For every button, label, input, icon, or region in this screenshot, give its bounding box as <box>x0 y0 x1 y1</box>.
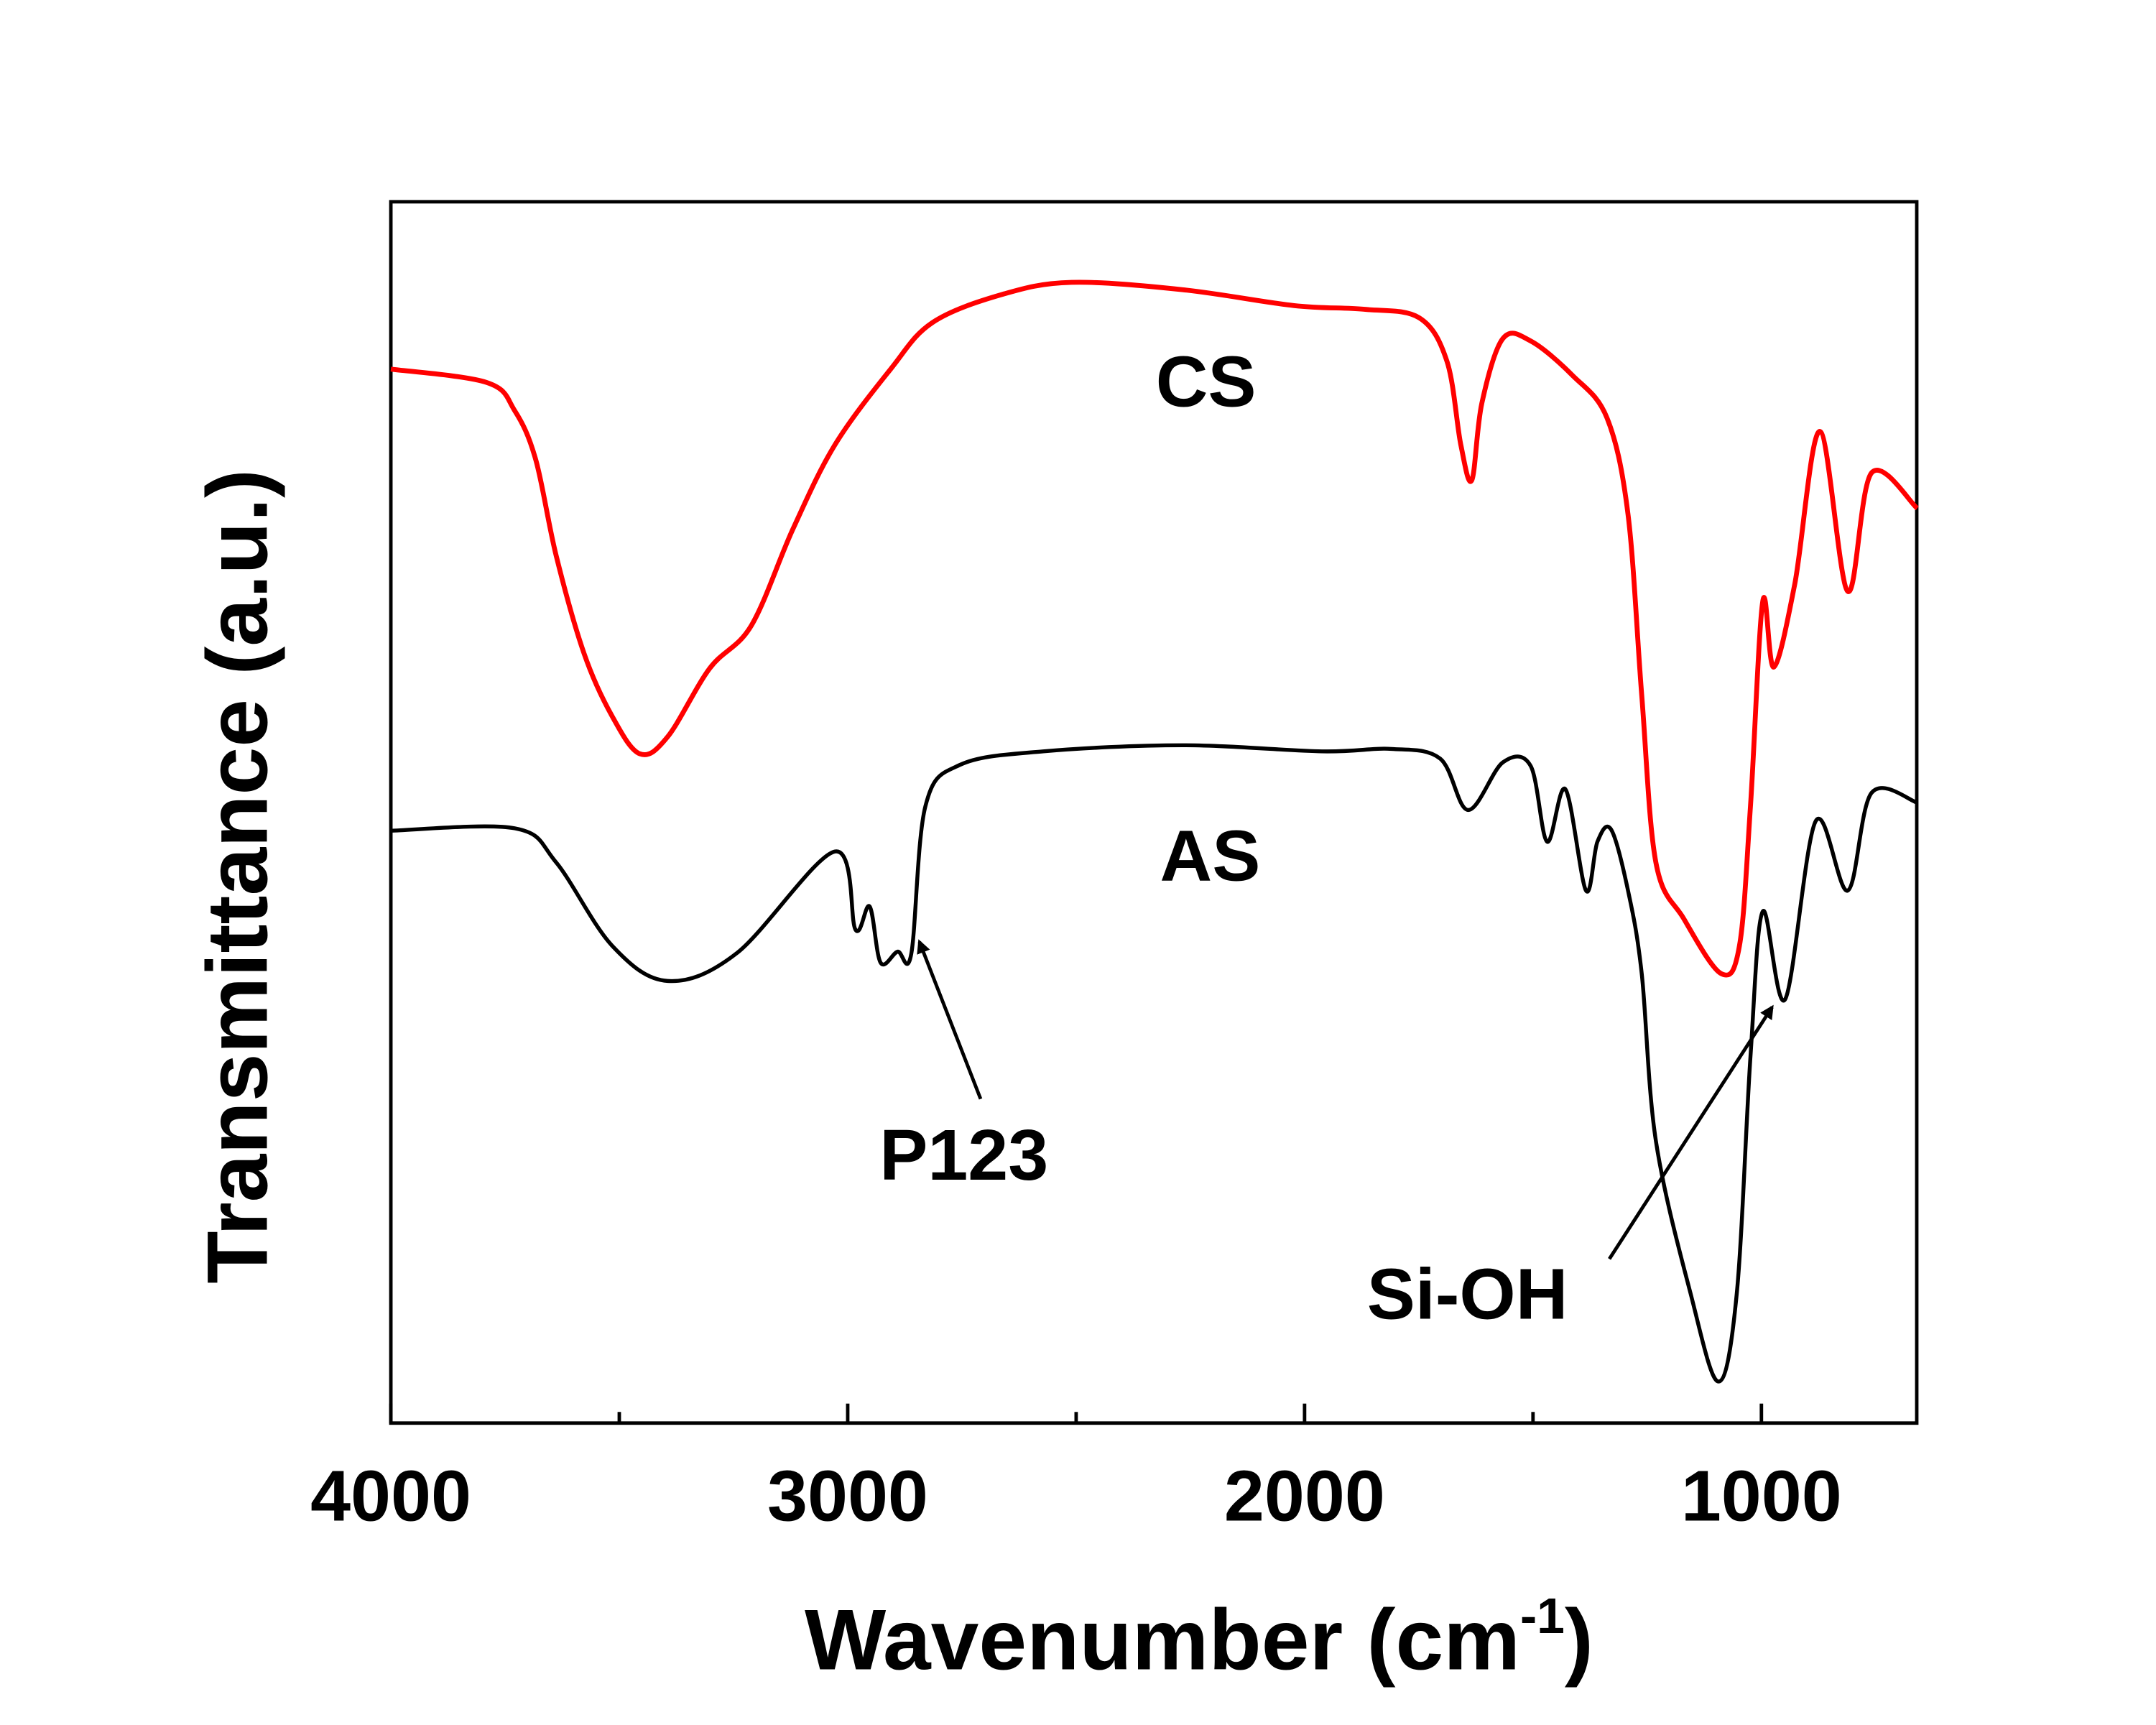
x-tick-label: 4000 <box>310 1456 471 1536</box>
x-tick-label: 3000 <box>767 1456 928 1536</box>
annotation-si-oh: Si-OH <box>1367 1254 1568 1335</box>
y-axis-label: Transmittance (a.u.) <box>190 469 286 1284</box>
annotation-cs: CS <box>1156 341 1257 422</box>
x-axis-label: Wavenumber (cm-1) <box>805 1588 1593 1688</box>
p123-arrow <box>917 939 983 1100</box>
x-tick-label: 2000 <box>1224 1456 1385 1536</box>
series-line-cs <box>390 279 1919 978</box>
series-group <box>390 279 1919 1384</box>
annotation-as: AS <box>1160 816 1261 897</box>
x-tick-label: 1000 <box>1681 1456 1842 1536</box>
annotation-p123: P123 <box>879 1115 1048 1196</box>
si-oh-arrow <box>1608 1004 1774 1260</box>
series-line-as <box>390 743 1918 1384</box>
x-axis-ticks: 4000 3000 2000 1000 <box>310 1403 1842 1536</box>
plot-frame <box>389 200 1919 1425</box>
